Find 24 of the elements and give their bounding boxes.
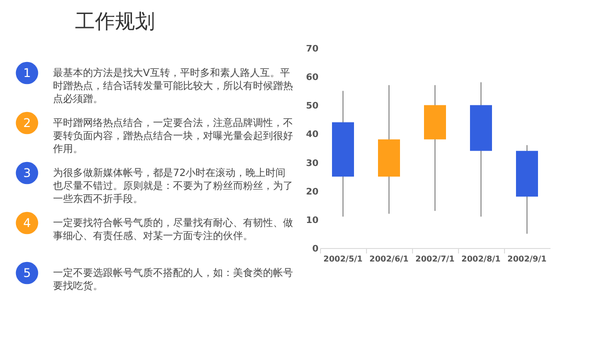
text: 2 [23, 116, 31, 130]
text: 3 [23, 166, 31, 180]
text: 一定不要选跟帐号气质不搭配的人，如：美食类的帐号要找吃货。 [53, 267, 293, 292]
y-tick-label: 0 [312, 244, 318, 254]
text: 4 [23, 216, 31, 230]
text: 一定要找符合帐号气质的，尽量找有耐心、有韧性、做事细心、有责任感、对某一方面专注的伙伴。 [53, 217, 293, 242]
text: 平时蹭网络热点结合，一定要合法，注意品牌调性，不要转负面内容，蹭热点结合一块，对曝光量会起到很好作用。 [52, 117, 293, 155]
x-tick-label: 2002/8/1 [461, 254, 502, 264]
y-tick-label: 40 [306, 130, 318, 140]
text: 1 [23, 66, 31, 80]
x-tick-label: 2002/7/1 [415, 254, 456, 264]
x-tick-label: 2002/6/1 [369, 254, 410, 264]
text: 5 [23, 266, 31, 280]
y-tick-label: 70 [306, 44, 318, 54]
text: 工作规划 [75, 9, 155, 33]
text: 为很多做新媒体帐号，都是72小时在滚动，晚上时间也尽量不错过。原则就是：不要为了粉丝而粉丝，为了一些东西不折手段。 [53, 167, 293, 205]
y-tick-label: 60 [306, 73, 318, 84]
x-tick-label: 2002/9/1 [507, 254, 548, 264]
y-tick-label: 10 [306, 216, 318, 226]
y-tick-label: 20 [306, 187, 318, 198]
y-tick-label: 30 [306, 158, 318, 169]
y-tick-label: 50 [306, 102, 318, 112]
x-tick-label: 2002/5/1 [323, 254, 364, 264]
text: 最基本的方法是找大V互转，平时多和素人路人互。平时蹭热点，结合话转发量可能比较大，所以有时候蹭热点必须蹭。 [53, 67, 293, 105]
